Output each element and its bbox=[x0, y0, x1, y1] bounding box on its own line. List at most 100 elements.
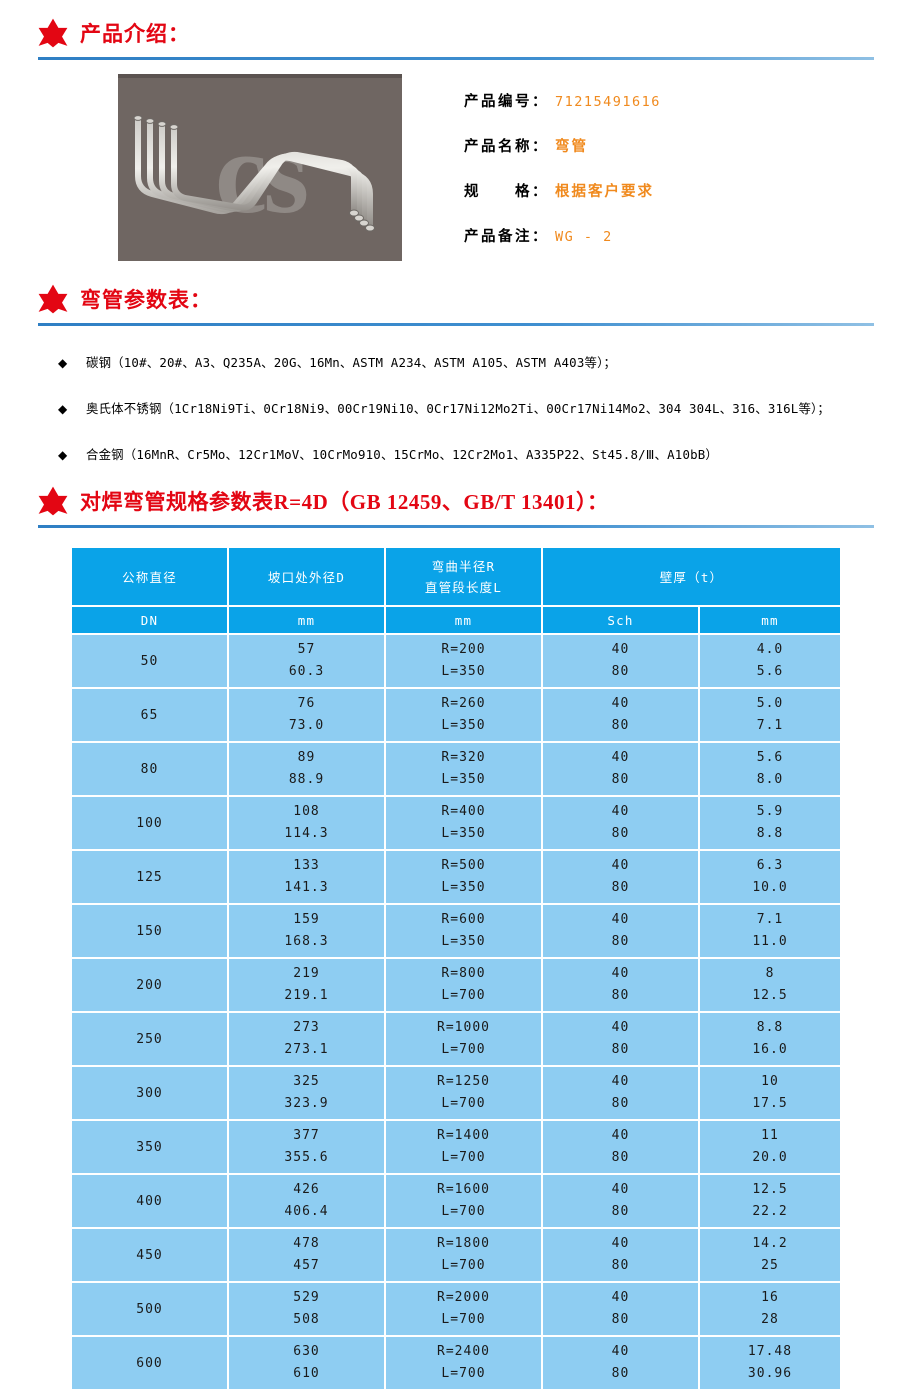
unit-header-rl-mm: mm bbox=[386, 607, 541, 633]
table-row: 200 219 219.1 R=800 L=700 40 80 8 12.5 bbox=[72, 959, 840, 1011]
cell-wall-thickness: 10 17.5 bbox=[700, 1067, 840, 1119]
cell-wall-thickness: 7.1 11.0 bbox=[700, 905, 840, 957]
diamond-bullet-icon: ◆ bbox=[58, 402, 68, 416]
product-spec-value: 根据客户要求 bbox=[555, 184, 654, 200]
cell-outer-diameter: 426 406.4 bbox=[229, 1175, 384, 1227]
unit-header-dn: DN bbox=[72, 607, 227, 633]
cell-wall-thickness: 8.8 16.0 bbox=[700, 1013, 840, 1065]
cell-schedule: 40 80 bbox=[543, 959, 698, 1011]
cell-bend-radius-length: R=500 L=350 bbox=[386, 851, 541, 903]
spec-table-section: 对焊弯管规格参数表R=4D（GB 12459、GB/T 13401）： 公称直径… bbox=[0, 486, 909, 1391]
cell-outer-diameter: 89 88.9 bbox=[229, 743, 384, 795]
cell-nominal-diameter: 350 bbox=[72, 1121, 227, 1173]
spec-table-wrapper: 公称直径 坡口处外径D 弯曲半径R 直管段长度L 壁厚（t） DN mm mm … bbox=[70, 546, 840, 1391]
cell-bend-radius-length: R=1000 L=700 bbox=[386, 1013, 541, 1065]
table-header-row-main: 公称直径 坡口处外径D 弯曲半径R 直管段长度L 壁厚（t） bbox=[72, 548, 840, 605]
cell-schedule: 40 80 bbox=[543, 1013, 698, 1065]
cell-bend-radius-length: R=800 L=700 bbox=[386, 959, 541, 1011]
cell-schedule: 40 80 bbox=[543, 1067, 698, 1119]
cell-schedule: 40 80 bbox=[543, 797, 698, 849]
cell-nominal-diameter: 600 bbox=[72, 1337, 227, 1389]
cell-nominal-diameter: 300 bbox=[72, 1067, 227, 1119]
cell-wall-thickness: 5.6 8.0 bbox=[700, 743, 840, 795]
spec-table-head: 公称直径 坡口处外径D 弯曲半径R 直管段长度L 壁厚（t） DN mm mm … bbox=[72, 548, 840, 633]
col-header-wall-thickness: 壁厚（t） bbox=[543, 548, 840, 605]
unit-header-sch: Sch bbox=[543, 607, 698, 633]
product-remark-label: 产品备注： bbox=[464, 229, 549, 245]
material-list: ◆ 碳钢（10#、20#、A3、Q235A、20G、16Mn、ASTM A234… bbox=[0, 348, 909, 470]
cell-bend-radius-length: R=400 L=350 bbox=[386, 797, 541, 849]
cell-bend-radius-length: R=1600 L=700 bbox=[386, 1175, 541, 1227]
section-divider bbox=[38, 57, 874, 60]
list-item: ◆ 奥氏体不锈钢（1Cr18Ni9Ti、0Cr18Ni9、00Cr19Ni10、… bbox=[58, 394, 909, 424]
cell-bend-radius-length: R=2400 L=700 bbox=[386, 1337, 541, 1389]
bend-radius-line1: 弯曲半径R bbox=[431, 558, 496, 574]
cell-bend-radius-length: R=1800 L=700 bbox=[386, 1229, 541, 1281]
cell-outer-diameter: 108 114.3 bbox=[229, 797, 384, 849]
col-header-outer-diameter: 坡口处外径D bbox=[229, 548, 384, 605]
cell-bend-radius-length: R=200 L=350 bbox=[386, 635, 541, 687]
cell-bend-radius-length: R=1250 L=700 bbox=[386, 1067, 541, 1119]
table-row: 500 529 508 R=2000 L=700 40 80 16 28 bbox=[72, 1283, 840, 1335]
cell-bend-radius-length: R=260 L=350 bbox=[386, 689, 541, 741]
cell-wall-thickness: 5.0 7.1 bbox=[700, 689, 840, 741]
product-info-list: 产品编号： 71215491616 产品名称： 弯管 规 格： 根据客户要求 产… bbox=[464, 74, 661, 270]
table-row: 300 325 323.9 R=1250 L=700 40 80 10 17.5 bbox=[72, 1067, 840, 1119]
material-params-title: 弯管参数表： bbox=[80, 288, 212, 312]
product-field-code: 产品编号： 71215491616 bbox=[464, 90, 661, 111]
cell-bend-radius-length: R=2000 L=700 bbox=[386, 1283, 541, 1335]
col-header-bend-radius: 弯曲半径R 直管段长度L bbox=[386, 548, 541, 605]
table-row: 400 426 406.4 R=1600 L=700 40 80 12.5 22.2 bbox=[72, 1175, 840, 1227]
product-field-remark: 产品备注： WG - 2 bbox=[464, 225, 661, 246]
table-row: 450 478 457 R=1800 L=700 40 80 14.2 25 bbox=[72, 1229, 840, 1281]
product-block: cs bbox=[0, 74, 909, 270]
spec-table-title: 对焊弯管规格参数表R=4D（GB 12459、GB/T 13401）： bbox=[80, 490, 609, 514]
cell-nominal-diameter: 50 bbox=[72, 635, 227, 687]
cell-nominal-diameter: 400 bbox=[72, 1175, 227, 1227]
cell-outer-diameter: 133 141.3 bbox=[229, 851, 384, 903]
table-row: 80 89 88.9 R=320 L=350 40 80 5.6 8.0 bbox=[72, 743, 840, 795]
cell-outer-diameter: 219 219.1 bbox=[229, 959, 384, 1011]
cell-outer-diameter: 478 457 bbox=[229, 1229, 384, 1281]
table-header-row-units: DN mm mm Sch mm bbox=[72, 607, 840, 633]
product-code-value: 71215491616 bbox=[555, 94, 661, 110]
diamond-bullet-icon: ◆ bbox=[58, 356, 68, 370]
material-params-section: 弯管参数表： ◆ 碳钢（10#、20#、A3、Q235A、20G、16Mn、AS… bbox=[0, 284, 909, 470]
cell-wall-thickness: 4.0 5.6 bbox=[700, 635, 840, 687]
cell-schedule: 40 80 bbox=[543, 743, 698, 795]
list-item: ◆ 碳钢（10#、20#、A3、Q235A、20G、16Mn、ASTM A234… bbox=[58, 348, 909, 378]
cell-nominal-diameter: 450 bbox=[72, 1229, 227, 1281]
diamond-bullet-icon: ◆ bbox=[58, 448, 68, 462]
material-stainless-steel: 奥氏体不锈钢（1Cr18Ni9Ti、0Cr18Ni9、00Cr19Ni10、0C… bbox=[86, 401, 831, 416]
product-intro-heading: 产品介绍： bbox=[0, 18, 909, 48]
product-remark-value: WG - 2 bbox=[555, 229, 613, 245]
cell-schedule: 40 80 bbox=[543, 905, 698, 957]
table-row: 125 133 141.3 R=500 L=350 40 80 6.3 10.0 bbox=[72, 851, 840, 903]
col-header-nominal-diameter: 公称直径 bbox=[72, 548, 227, 605]
material-alloy-steel: 合金钢（16MnR、Cr5Mo、12Cr1MoV、10CrMo910、15CrM… bbox=[86, 447, 719, 462]
spec-table-body: 50 57 60.3 R=200 L=350 40 80 4.0 5.6 65 76 73.0 R=26… bbox=[72, 635, 840, 1389]
cell-wall-thickness: 12.5 22.2 bbox=[700, 1175, 840, 1227]
cell-outer-diameter: 630 610 bbox=[229, 1337, 384, 1389]
cell-schedule: 40 80 bbox=[543, 851, 698, 903]
bend-radius-line2: 直管段长度L bbox=[424, 579, 503, 595]
cell-wall-thickness: 16 28 bbox=[700, 1283, 840, 1335]
cell-nominal-diameter: 250 bbox=[72, 1013, 227, 1065]
table-row: 250 273 273.1 R=1000 L=700 40 80 8.8 16.0 bbox=[72, 1013, 840, 1065]
table-row: 65 76 73.0 R=260 L=350 40 80 5.0 7.1 bbox=[72, 689, 840, 741]
cell-outer-diameter: 159 168.3 bbox=[229, 905, 384, 957]
section-divider bbox=[38, 525, 874, 528]
cell-nominal-diameter: 100 bbox=[72, 797, 227, 849]
cell-wall-thickness: 8 12.5 bbox=[700, 959, 840, 1011]
cell-outer-diameter: 377 355.6 bbox=[229, 1121, 384, 1173]
table-row: 100 108 114.3 R=400 L=350 40 80 5.9 8.8 bbox=[72, 797, 840, 849]
star-icon bbox=[38, 486, 68, 516]
product-code-label: 产品编号： bbox=[464, 94, 549, 110]
section-divider bbox=[38, 323, 874, 326]
star-icon bbox=[38, 18, 68, 48]
list-item: ◆ 合金钢（16MnR、Cr5Mo、12Cr1MoV、10CrMo910、15C… bbox=[58, 440, 909, 470]
cell-outer-diameter: 273 273.1 bbox=[229, 1013, 384, 1065]
bent-pipe-illustration bbox=[133, 115, 375, 232]
cell-wall-thickness: 14.2 25 bbox=[700, 1229, 840, 1281]
cell-nominal-diameter: 80 bbox=[72, 743, 227, 795]
